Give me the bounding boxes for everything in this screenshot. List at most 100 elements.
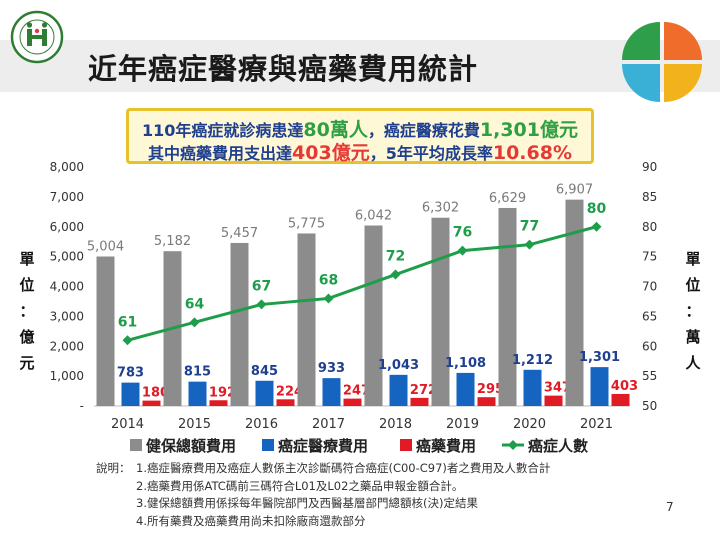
patients-label: 68 [319,272,338,288]
bar-total [297,233,316,406]
y-left-tick-label: 7,000 [50,190,84,204]
bar-drug [276,399,295,406]
bar-medical-label: 1,108 [445,356,486,371]
bar-drug [343,398,362,406]
x-tick-label: 2014 [111,417,144,432]
y-left-tick-label: - [80,399,84,413]
y-left-title-char: 元 [19,354,35,372]
x-tick-label: 2017 [312,417,345,432]
patients-label: 76 [453,225,472,241]
patients-point [591,221,602,232]
patients-label: 80 [587,201,607,217]
bar-medical [389,374,408,406]
patients-point [122,335,133,346]
legend-swatch [262,439,274,451]
patients-label: 72 [386,249,405,265]
note-item: 3.健保總額費用係採每年醫院部門及西醫基層部門總額核(決)定結果 [96,495,550,513]
y-left-tick-label: 1,000 [50,369,84,383]
patients-label: 77 [520,219,539,235]
y-right-tick-label: 70 [642,280,657,294]
y-left-title-char: 位 [19,276,35,294]
patients-point [189,317,200,328]
y-right-title-char: ： [685,302,701,320]
patients-point [524,239,535,250]
y-left-title-char: ： [19,302,35,320]
bar-medical [255,380,274,406]
bar-drug-label: 180 [142,386,169,401]
bar-total-label: 5,182 [154,234,191,249]
page-title: 近年癌症醫療與癌藥費用統計 [88,52,479,86]
y-axis-right-title: 單 位 ： 萬 人 [684,246,702,376]
highlight-text: 110年癌症就診病患達 [142,121,304,140]
highlight-patients: 80萬人 [303,119,368,141]
bar-medical-label: 783 [117,366,144,381]
highlight-line-2: 其中癌藥費用支出達403億元，5年平均成長率10.68% [126,138,594,165]
note-text: 2.癌藥費用係ATC碼前三碼符合L01及L02之藥品申報金額合計。 [136,478,464,493]
note-item: 說明： 1.癌症醫療費用及癌症人數係主次診斷碼符合癌症(C00-C97)者之費用及… [96,460,550,478]
patients-point [457,245,468,256]
note-text: 1.癌症醫療費用及癌症人數係主次診斷碼符合癌症(C00-C97)者之費用及人數合… [136,461,551,475]
highlight-growth-rate: 10.68% [492,142,572,164]
bar-total [96,256,115,406]
bar-drug [410,397,429,406]
y-left-tick-label: 4,000 [50,280,84,294]
legend-label: 癌症人數 [528,437,588,455]
highlight-box: 110年癌症就診病患達80萬人，癌症醫療花費1,301億元 其中癌藥費用支出達4… [126,108,594,164]
y-left-tick-label: 8,000 [50,160,84,174]
bar-total [498,207,517,406]
y-right-tick-label: 60 [642,339,657,353]
bar-total-label: 6,907 [556,183,593,198]
bar-drug-label: 347 [544,381,571,396]
bar-drug-label: 272 [410,383,437,398]
bar-medical-label: 815 [184,365,211,380]
title-band [0,40,720,92]
bar-medical [590,367,609,406]
note-item: 2.癌藥費用係ATC碼前三碼符合L01及L02之藥品申報金額合計。 [96,478,550,496]
bar-medical [456,372,475,406]
y-right-title-char: 單 [685,250,701,268]
bar-drug [611,393,630,406]
y-right-title-char: 萬 [685,328,701,346]
legend-label: 健保總額費用 [146,437,236,455]
note-text: 3.健保總額費用係採每年醫院部門及西醫基層部門總額核(決)定結果 [136,496,478,510]
highlight-medical-cost: 1,301億元 [479,119,578,141]
bar-total-label: 5,775 [288,216,325,231]
bar-drug-label: 224 [276,384,303,399]
y-right-title-char: 位 [685,276,701,294]
bar-drug [209,400,228,406]
x-tick-label: 2015 [178,417,211,432]
note-item: 4.所有藥費及癌藥費用尚未扣除廠商還款部分 [96,513,550,531]
y-right-tick-label: 85 [642,190,657,204]
bar-total [230,242,249,406]
notes: 說明： 1.癌症醫療費用及癌症人數係主次診斷碼符合癌症(C00-C97)者之費用及… [96,460,550,530]
bar-medical-label: 1,301 [579,350,620,365]
bar-total-label: 5,457 [221,226,258,241]
patients-point [256,299,267,310]
x-tick-label: 2019 [446,417,479,432]
bar-medical [322,378,341,406]
bar-total-label: 5,004 [87,240,124,255]
highlight-text: ，5年平均成長率 [369,144,493,163]
y-left-title-char: 億 [19,328,35,346]
highlight-text: 其中癌藥費用支出達 [148,144,293,163]
y-right-tick-label: 65 [642,309,657,323]
y-right-tick-label: 50 [642,399,657,413]
bar-total-label: 6,629 [489,191,526,206]
bar-total-label: 6,042 [355,208,392,223]
bar-medical [121,382,140,406]
bar-drug-label: 403 [611,379,638,394]
y-right-tick-label: 75 [642,250,657,264]
y-left-title-char: 單 [19,250,35,268]
x-tick-label: 2021 [580,417,613,432]
bar-total [431,217,450,406]
y-right-tick-label: 80 [642,220,657,234]
bar-medical-label: 1,043 [378,358,419,373]
bar-drug [142,400,161,406]
notes-label: 說明： [96,461,131,475]
bar-drug-label: 295 [477,382,504,397]
patients-label: 61 [118,314,137,330]
x-tick-label: 2018 [379,417,412,432]
bar-drug [544,395,563,406]
patients-label: 64 [185,296,205,312]
